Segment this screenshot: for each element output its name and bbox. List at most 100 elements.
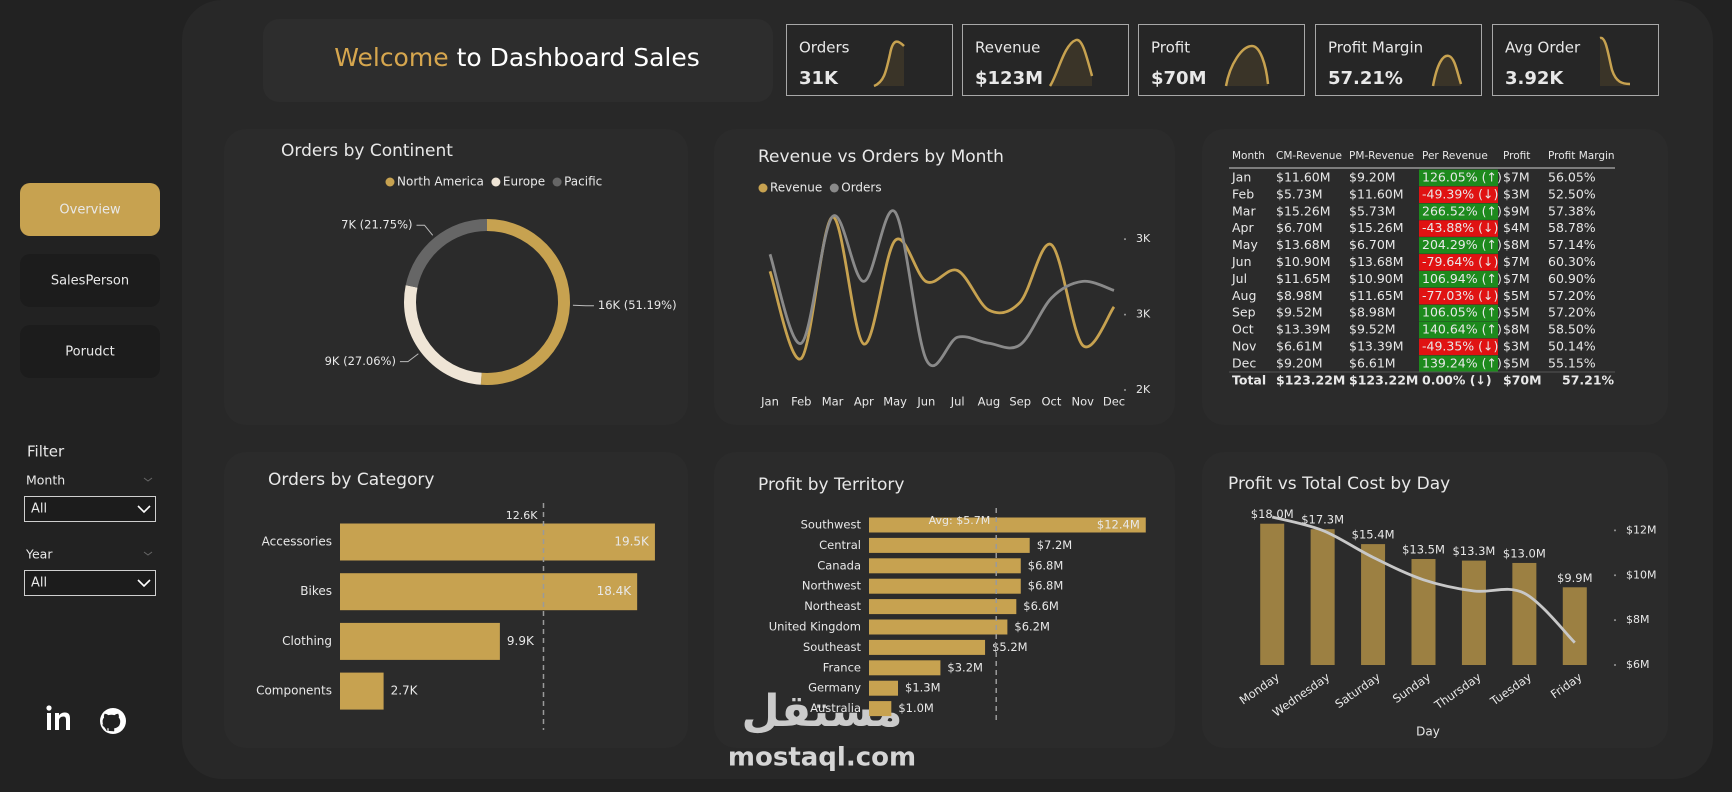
data-label: $12.4M xyxy=(1097,518,1140,532)
dropdown[interactable]: All xyxy=(24,496,156,522)
data-label: 7K (21.75%) xyxy=(341,218,412,232)
nav-button-label[interactable]: Overview xyxy=(59,203,121,218)
dropdown-box[interactable] xyxy=(24,570,156,596)
data-label: $17.3M xyxy=(1301,513,1344,527)
nav-button-label[interactable]: Porudct xyxy=(65,345,114,360)
github-icon[interactable] xyxy=(100,708,126,734)
table-total: $123.22M xyxy=(1276,373,1345,388)
nav-button-label[interactable]: SalesPerson xyxy=(51,274,129,289)
category-label: Components xyxy=(256,684,332,698)
kpi-value: $123M xyxy=(975,68,1043,89)
bar xyxy=(340,523,655,561)
kpi-sparkline-area xyxy=(1226,46,1268,86)
tick-mark xyxy=(1614,529,1616,532)
bar xyxy=(869,517,1146,533)
nav-button-bg[interactable] xyxy=(20,254,160,307)
data-label: $15.4M xyxy=(1352,528,1395,542)
dropdown-value[interactable]: All xyxy=(31,576,47,591)
nav-button[interactable]: Porudct xyxy=(20,325,160,378)
table-cell: $4M xyxy=(1503,220,1530,235)
kpi-value: $70M xyxy=(1151,68,1207,89)
table-total: 57.21% xyxy=(1562,373,1615,388)
table-header: Per Revenue xyxy=(1422,150,1488,162)
kpi-value: 3.92K xyxy=(1505,68,1564,89)
bar xyxy=(869,680,899,696)
table-cell: $8.98M xyxy=(1349,305,1396,320)
table-cell: 55.15% xyxy=(1548,355,1596,370)
legend-swatch xyxy=(829,183,839,193)
legend-swatch xyxy=(552,177,562,187)
table-cell: $6.61M xyxy=(1276,339,1323,354)
bar xyxy=(1361,544,1386,665)
bar xyxy=(1411,559,1436,665)
dropdown-arrow[interactable] xyxy=(137,505,151,514)
category-label: Accessories xyxy=(262,535,332,549)
dropdown-box[interactable] xyxy=(24,496,156,522)
table-cell: May xyxy=(1232,237,1258,252)
table-cell: 56.05% xyxy=(1548,170,1596,185)
panel xyxy=(714,129,1175,425)
bar xyxy=(869,578,1021,594)
bar xyxy=(869,660,941,676)
dropdown[interactable]: All xyxy=(24,570,156,596)
table-header: PM-Revenue xyxy=(1349,150,1414,162)
nav-button-bg[interactable] xyxy=(20,183,160,236)
table-total: Total xyxy=(1232,373,1266,388)
table-cell: -49.39% (↓) xyxy=(1422,186,1498,201)
x-tick-label: Jul xyxy=(950,395,965,409)
nav-button[interactable]: SalesPerson xyxy=(20,254,160,307)
table-cell: $7M xyxy=(1503,170,1530,185)
linkedin-icon[interactable] xyxy=(46,705,70,730)
table-cell: Apr xyxy=(1232,220,1254,235)
kpi-label: Avg Order xyxy=(1505,39,1581,57)
bar xyxy=(869,701,892,717)
table-cell: Jun xyxy=(1231,254,1252,269)
y2-tick-label: $8M xyxy=(1626,613,1650,626)
table-cell: $3M xyxy=(1503,339,1530,354)
table-cell: $13.39M xyxy=(1349,339,1404,354)
legend-label: Europe xyxy=(503,175,545,189)
table-total: $123.22M xyxy=(1349,373,1418,388)
data-label: $6.6M xyxy=(1023,599,1059,613)
data-label: $6.2M xyxy=(1014,620,1050,634)
table-cell: $3M xyxy=(1503,186,1530,201)
table-cell: $5.73M xyxy=(1349,203,1396,218)
table-cell: Oct xyxy=(1232,322,1254,337)
dropdown-value[interactable]: All xyxy=(31,502,47,517)
dropdown-arrow[interactable] xyxy=(137,579,151,588)
data-label: $5.2M xyxy=(992,640,1028,654)
bar xyxy=(869,537,1030,553)
kpi-label: Orders xyxy=(799,39,850,57)
table-cell: 57.20% xyxy=(1548,305,1596,320)
bar xyxy=(1310,529,1335,665)
table-cell: $10.90M xyxy=(1276,254,1331,269)
leader-line xyxy=(399,353,419,363)
table-cell: 204.29% (↑) xyxy=(1422,237,1502,252)
table-cell: $15.26M xyxy=(1349,220,1404,235)
filter-label: Year xyxy=(25,547,53,562)
table-cell: 58.78% xyxy=(1548,220,1596,235)
table-cell: $8M xyxy=(1503,237,1530,252)
bar xyxy=(869,599,1017,615)
table-cell-highlight xyxy=(1419,304,1498,322)
table-cell: 126.05% (↑) xyxy=(1422,170,1502,185)
kpi-card: Orders 31K xyxy=(786,24,953,96)
nav-button-bg[interactable] xyxy=(20,325,160,378)
table-cell: Dec xyxy=(1232,355,1256,370)
table-cell: $13.68M xyxy=(1349,254,1404,269)
table-cell: $8.98M xyxy=(1276,288,1323,303)
table-cell: Jul xyxy=(1231,271,1247,286)
table-total: $70M xyxy=(1503,373,1542,388)
nav-button[interactable]: Overview xyxy=(20,183,160,236)
tick-mark xyxy=(1614,619,1616,622)
table-cell: Jan xyxy=(1231,170,1251,185)
table-cell: $6.61M xyxy=(1349,355,1396,370)
panel xyxy=(224,129,688,425)
table-cell: $9.20M xyxy=(1349,170,1396,185)
bar xyxy=(340,672,384,710)
table-cell: 57.38% xyxy=(1548,203,1596,218)
table-cell: $11.60M xyxy=(1349,186,1404,201)
table-cell-highlight xyxy=(1419,321,1498,339)
donut-slice xyxy=(404,285,482,385)
data-label: $13.0M xyxy=(1503,546,1546,560)
